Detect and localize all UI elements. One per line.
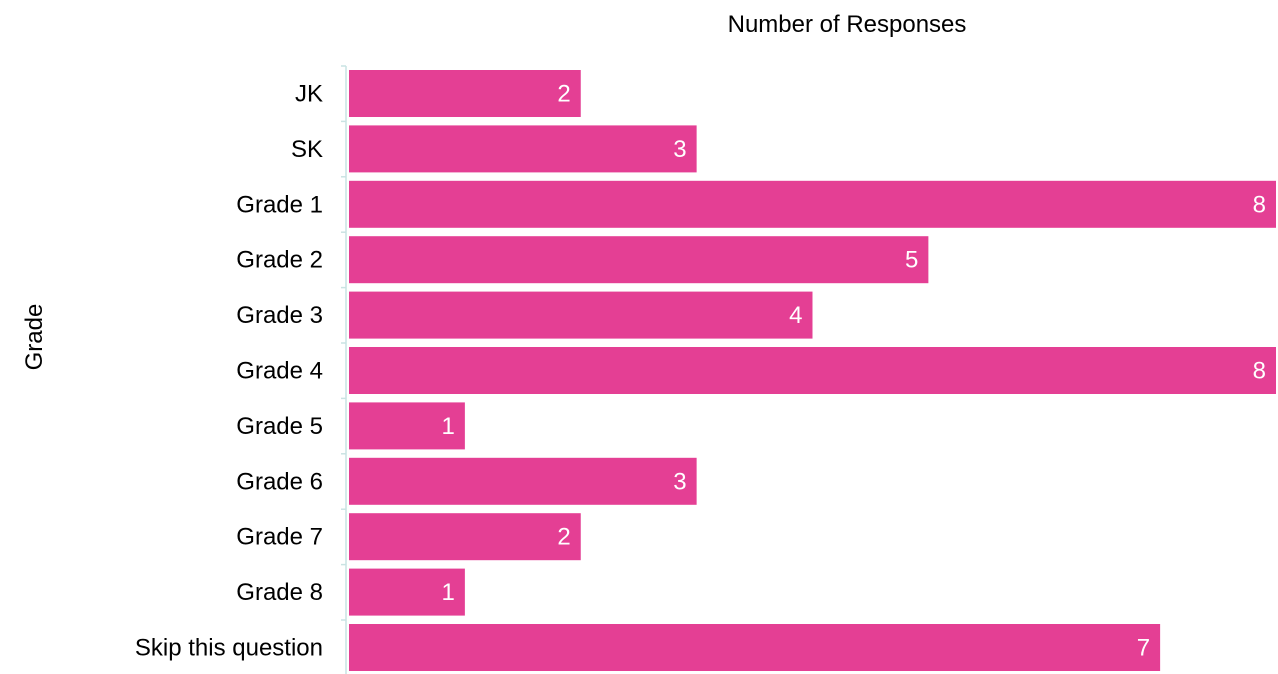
bar-value-label: 4 bbox=[789, 302, 802, 329]
bar-value-label: 8 bbox=[1253, 191, 1266, 218]
category-tick-label: Grade 5 bbox=[236, 413, 323, 440]
bars-group: JK 2 SK 3 Grade 1 8 Grade 2 5 Grade 3 4 Grade 4 8 Gr… bbox=[135, 70, 1276, 671]
category-tick-label: Grade 7 bbox=[236, 524, 323, 551]
bar bbox=[349, 125, 697, 173]
bar-value-label: 2 bbox=[557, 81, 570, 108]
category-tick-label: JK bbox=[295, 81, 323, 108]
x-axis-title: Number of Responses bbox=[728, 11, 967, 38]
category-tick-label: Grade 6 bbox=[236, 468, 323, 495]
category-tick-label: Skip this question bbox=[135, 635, 323, 662]
bar bbox=[349, 402, 465, 450]
bar-value-label: 1 bbox=[442, 579, 455, 606]
bar-value-label: 3 bbox=[673, 136, 686, 163]
bar bbox=[349, 568, 465, 616]
category-tick-label: Grade 4 bbox=[236, 358, 323, 385]
bar bbox=[349, 70, 581, 117]
bar bbox=[349, 180, 1276, 228]
category-tick-label: SK bbox=[291, 136, 323, 163]
bar-value-label: 1 bbox=[442, 413, 455, 440]
bar bbox=[349, 347, 1276, 394]
bar bbox=[349, 513, 581, 561]
y-axis-title: Grade bbox=[21, 304, 48, 371]
bar-value-label: 7 bbox=[1137, 635, 1150, 662]
category-tick-label: Grade 8 bbox=[236, 579, 323, 606]
bar-value-label: 5 bbox=[905, 247, 918, 274]
bar bbox=[349, 291, 813, 339]
y-axis-ticks bbox=[341, 65, 346, 621]
bar bbox=[349, 457, 697, 505]
category-tick-label: Grade 3 bbox=[236, 302, 323, 329]
bar bbox=[349, 236, 929, 284]
bar-value-label: 3 bbox=[673, 468, 686, 495]
bar-value-label: 2 bbox=[557, 524, 570, 551]
bar bbox=[349, 624, 1161, 671]
category-tick-label: Grade 2 bbox=[236, 247, 323, 274]
bar-value-label: 8 bbox=[1253, 358, 1266, 385]
category-tick-label: Grade 1 bbox=[236, 191, 323, 218]
